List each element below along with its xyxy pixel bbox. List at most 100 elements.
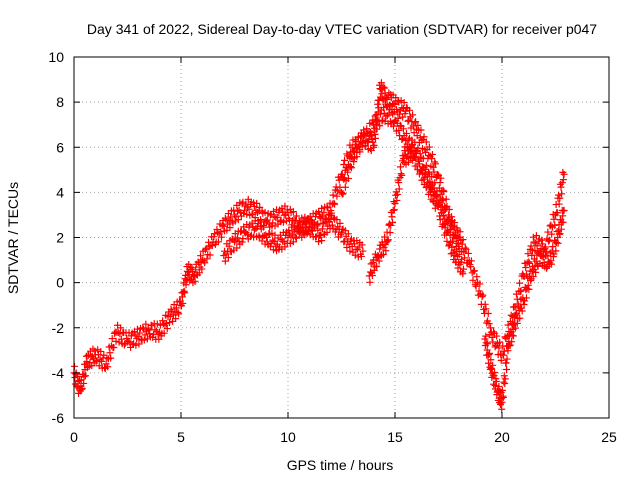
data-point	[338, 188, 345, 196]
data-point	[519, 297, 527, 305]
trace-marker	[328, 221, 336, 229]
data-point	[231, 238, 238, 246]
trace-marker	[500, 372, 508, 380]
trace-marker	[292, 212, 300, 220]
y-tick-label: -6	[52, 410, 65, 426]
trace-marker	[323, 203, 331, 211]
trace-marker	[458, 240, 466, 248]
trace-marker	[426, 177, 434, 185]
trace-marker	[399, 125, 407, 133]
trace-marker	[292, 234, 300, 242]
data-point	[83, 358, 91, 366]
trace-marker	[533, 242, 541, 250]
trace-marker	[450, 222, 458, 230]
data-point	[273, 240, 281, 248]
data-point	[481, 335, 489, 343]
trace-marker	[446, 231, 454, 239]
trace-marker	[472, 282, 480, 290]
trace-marker	[448, 237, 456, 245]
trace-marker	[445, 205, 453, 213]
trace-marker	[384, 237, 392, 245]
trace-marker	[172, 315, 180, 323]
trace-marker	[397, 163, 405, 171]
trace-marker	[550, 215, 558, 223]
trace-marker	[217, 228, 225, 236]
trace-marker	[375, 96, 383, 104]
data-point	[273, 213, 281, 221]
trace-marker	[195, 269, 203, 277]
trace-marker	[459, 236, 467, 244]
data-point	[380, 109, 388, 117]
trace-marker	[420, 133, 428, 141]
trace-marker	[160, 329, 168, 337]
trace-marker	[218, 233, 226, 241]
trace-marker	[314, 226, 322, 234]
trace-marker	[558, 190, 566, 198]
trace-marker	[298, 214, 306, 222]
trace-marker	[146, 330, 154, 338]
trace-marker	[454, 232, 462, 240]
data-point	[102, 360, 110, 368]
data-point	[477, 290, 485, 298]
trace-marker	[276, 218, 284, 226]
trace-marker	[367, 132, 375, 140]
trace-marker	[544, 228, 552, 236]
trace-marker	[132, 341, 140, 349]
trace-marker	[501, 375, 509, 383]
x-axis-label: GPS time / hours	[287, 457, 394, 473]
trace-marker	[356, 146, 364, 154]
trace-marker	[482, 305, 490, 313]
trace-marker	[456, 228, 464, 236]
trace-marker	[225, 242, 233, 250]
trace-marker	[80, 372, 88, 380]
data-point	[76, 387, 84, 395]
trace-marker	[353, 153, 361, 161]
trace-marker	[106, 349, 114, 357]
trace-marker	[357, 252, 365, 260]
trace-marker	[389, 219, 397, 226]
trace-marker	[381, 233, 389, 241]
trace-marker	[442, 220, 450, 228]
trace-marker	[349, 147, 357, 155]
data-point	[498, 351, 506, 359]
trace-marker	[555, 191, 563, 199]
trace-marker	[397, 170, 405, 178]
x-tick-label: 20	[494, 429, 510, 445]
trace-marker	[500, 378, 508, 386]
trace-marker	[362, 136, 370, 144]
trace-marker	[511, 324, 519, 332]
trace-marker	[448, 217, 456, 225]
x-tick-label: 25	[601, 429, 617, 445]
trace-marker	[112, 337, 120, 345]
trace-marker	[139, 324, 147, 332]
trace-marker	[375, 257, 383, 265]
trace-marker	[344, 175, 352, 183]
trace-marker	[205, 243, 213, 251]
trace-marker	[395, 185, 403, 193]
trace-marker	[453, 239, 461, 247]
trace-marker	[136, 329, 144, 337]
data-point	[434, 202, 442, 210]
trace-marker	[292, 216, 300, 224]
trace-marker	[341, 156, 349, 164]
trace-marker	[140, 336, 148, 344]
data-point	[412, 125, 420, 133]
data-point	[445, 211, 452, 219]
trace-marker	[488, 333, 496, 341]
trace-marker	[74, 377, 82, 385]
data-point	[338, 170, 345, 178]
trace-marker	[439, 196, 447, 204]
trace-marker	[428, 155, 436, 163]
y-tick-label: 2	[56, 230, 64, 246]
data-point	[348, 243, 356, 251]
trace-marker	[281, 243, 289, 251]
trace-marker	[415, 157, 423, 165]
trace-marker	[346, 247, 354, 255]
trace-marker	[280, 238, 288, 246]
data-point	[145, 326, 153, 334]
data-point	[519, 272, 527, 280]
trace-marker	[486, 365, 494, 373]
trace-marker	[388, 213, 396, 221]
trace-marker	[133, 325, 141, 333]
trace-marker	[485, 349, 493, 357]
